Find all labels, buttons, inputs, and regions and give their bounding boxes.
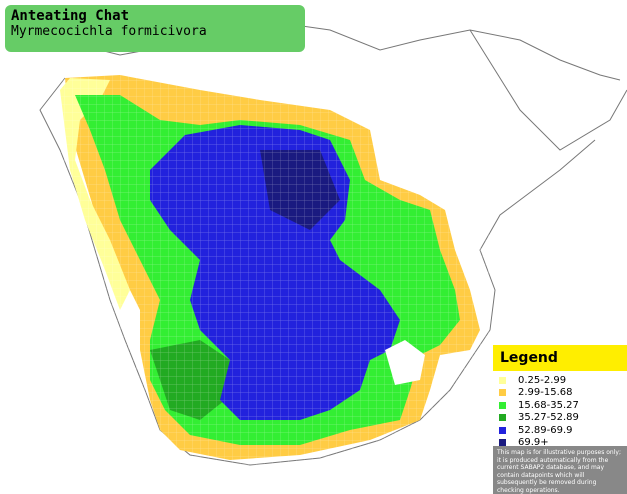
legend-swatch — [499, 401, 506, 409]
legend-swatch — [499, 376, 506, 384]
legend-item: 35.27-52.89 — [499, 412, 627, 425]
disclaimer: This map is for illustrative purposes on… — [493, 446, 627, 494]
legend-item: 2.99-15.68 — [499, 387, 627, 400]
legend-swatch — [499, 389, 506, 397]
legend-item: 15.68-35.27 — [499, 399, 627, 412]
legend-items: 0.25-2.99 2.99-15.68 15.68-35.27 35.27-52.8… — [493, 371, 627, 449]
legend-title: Legend — [493, 345, 627, 371]
species-latin-name: Myrmecocichla formicivora — [11, 24, 207, 39]
species-name: Anteating Chat — [11, 8, 130, 24]
legend-label: 69.9+ — [518, 437, 549, 449]
legend-label: 35.27-52.89 — [518, 412, 579, 424]
title-box: Anteating Chat Myrmecocichla formicivora — [5, 5, 305, 52]
legend-label: 15.68-35.27 — [518, 399, 579, 411]
occurrence-cells — [60, 70, 490, 470]
grid-overlay — [60, 70, 490, 470]
legend-swatch — [499, 414, 506, 422]
legend-item: 0.25-2.99 — [499, 374, 627, 387]
legend-label: 2.99-15.68 — [518, 387, 573, 399]
legend: Legend 0.25-2.99 2.99-15.68 15.68-35.27 35.… — [493, 345, 627, 494]
legend-item: 52.89-69.9 — [499, 424, 627, 437]
legend-swatch — [499, 439, 506, 447]
legend-label: 52.89-69.9 — [518, 424, 573, 436]
legend-swatch — [499, 426, 506, 434]
legend-label: 0.25-2.99 — [518, 374, 567, 386]
legend-item: 69.9+ — [499, 437, 627, 450]
